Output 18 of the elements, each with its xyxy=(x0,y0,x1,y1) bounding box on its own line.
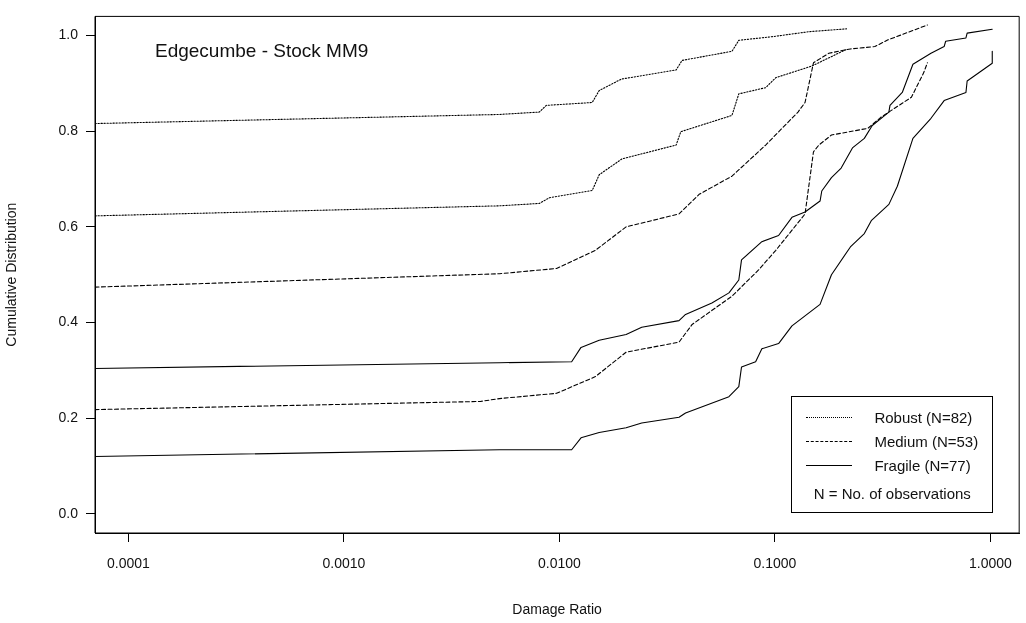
legend-label: Fragile (N=77) xyxy=(874,456,971,474)
y-axis-title: Cumulative Distribution xyxy=(3,202,20,347)
y-tick-label: 0.6 xyxy=(58,217,79,234)
x-tick-label: 0.0010 xyxy=(322,555,366,572)
x-tick-label: 0.0100 xyxy=(537,555,582,572)
x-axis-title: Damage Ratio xyxy=(512,601,603,618)
y-tick-label: 1.0 xyxy=(58,26,79,43)
y-tick-label: 0.4 xyxy=(58,313,79,330)
y-tick-label: 0.0 xyxy=(58,504,79,521)
y-tick-label: 0.2 xyxy=(58,409,79,426)
annotation: N = No. of observations xyxy=(812,485,972,502)
text: Edgecumbe - Stock MM9 xyxy=(155,39,369,61)
x-tick-label: 0.1000 xyxy=(753,555,797,572)
x-tick-label: 0.0001 xyxy=(106,555,150,572)
legend-label: Robust (N=82) xyxy=(874,408,973,426)
legend-label: Medium (N=53) xyxy=(874,432,979,450)
x-tick-label: 1.0000 xyxy=(968,555,1013,572)
y-tick-label: 0.8 xyxy=(58,122,79,139)
